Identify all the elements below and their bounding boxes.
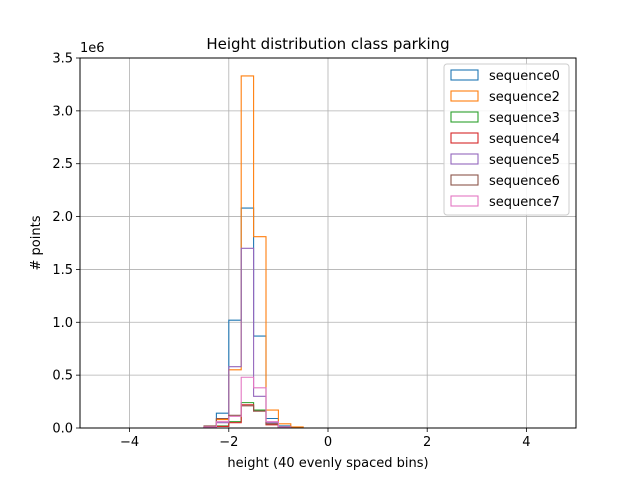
y-tick-label: 3.0 <box>52 104 73 119</box>
y-axis: 0.0 0.5 1.0 1.5 2.0 2.5 3.0 3.5 <box>52 52 80 437</box>
x-axis: −4 −2 0 2 4 <box>120 428 531 450</box>
legend-swatch-sequence7 <box>450 195 479 207</box>
y-axis-label: # points <box>29 215 44 270</box>
y-tick-label: 3.5 <box>52 52 73 67</box>
legend-swatch-sequence4 <box>450 132 479 144</box>
legend-label-sequence7: sequence7 <box>489 195 560 210</box>
legend-label-sequence0: sequence0 <box>489 69 560 84</box>
x-tick-label: 0 <box>324 435 332 450</box>
y-tick-label: 1.0 <box>52 316 73 331</box>
legend-swatch-sequence5 <box>450 153 479 165</box>
legend-label-sequence6: sequence6 <box>489 174 560 189</box>
legend-label-sequence2: sequence2 <box>489 90 560 105</box>
y-tick-label: 2.0 <box>52 210 73 225</box>
x-tick-label: 4 <box>522 435 530 450</box>
y-tick-label: 0.0 <box>52 422 73 437</box>
legend-label-sequence5: sequence5 <box>489 153 560 168</box>
x-tick-label: −2 <box>219 435 238 450</box>
legend-swatch-sequence3 <box>450 111 479 123</box>
y-tick-label: 1.5 <box>52 263 73 278</box>
x-axis-label: height (40 evenly spaced bins) <box>227 456 428 471</box>
x-tick-label: −4 <box>120 435 139 450</box>
legend-swatch-sequence0 <box>450 69 479 81</box>
legend: sequence0 sequence2 sequence3 sequence4 sequ… <box>443 63 570 216</box>
legend-swatch-sequence2 <box>450 90 479 102</box>
legend-box <box>443 63 570 216</box>
legend-swatch-sequence6 <box>450 174 479 186</box>
x-tick-label: 2 <box>423 435 431 450</box>
legend-label-sequence3: sequence3 <box>489 111 560 126</box>
chart-title: Height distribution class parking <box>206 35 449 53</box>
y-tick-label: 0.5 <box>52 369 73 384</box>
y-scale-offset-label: 1e6 <box>80 41 105 56</box>
legend-label-sequence4: sequence4 <box>489 132 560 147</box>
y-tick-label: 2.5 <box>52 157 73 172</box>
